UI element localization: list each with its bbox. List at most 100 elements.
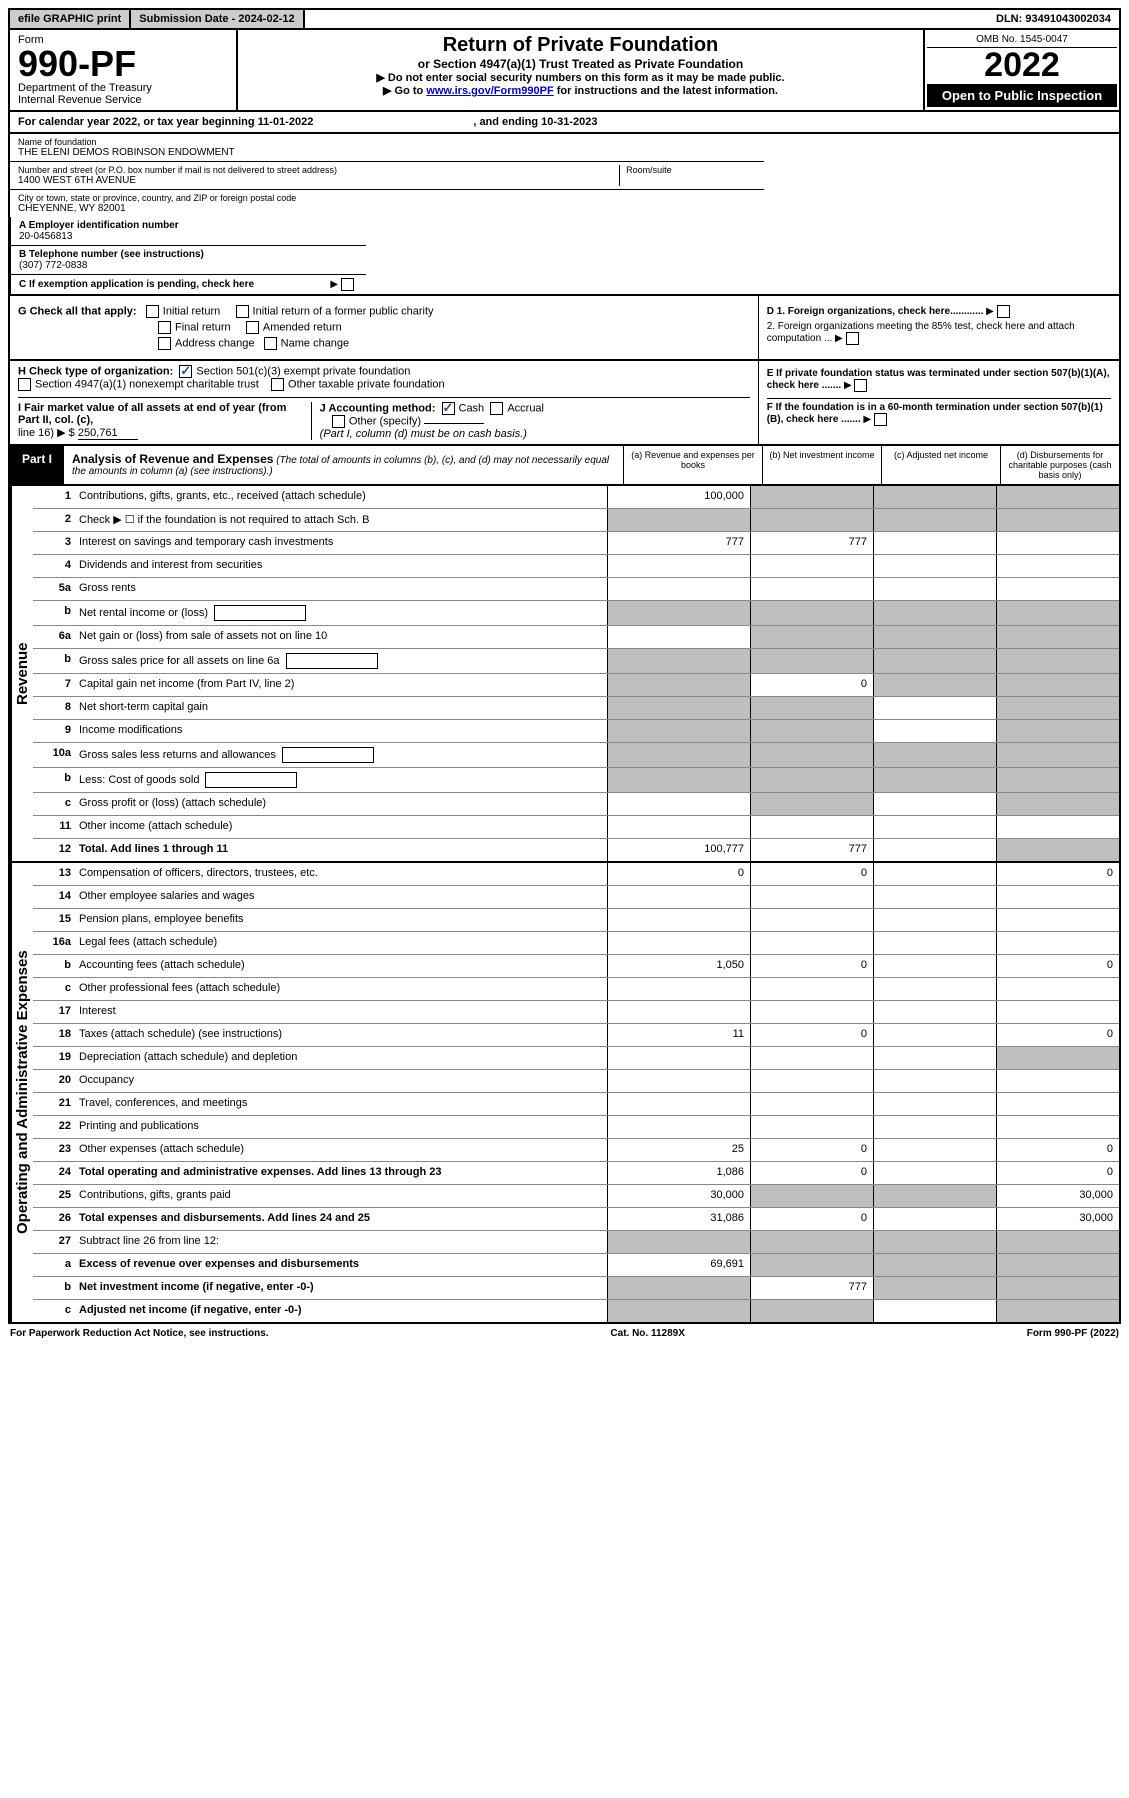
cell-a [607, 909, 750, 931]
cell-a: 11 [607, 1024, 750, 1046]
cell-b: 0 [750, 863, 873, 885]
g-initial-former-checkbox[interactable] [236, 305, 249, 318]
j-accrual-checkbox[interactable] [490, 402, 503, 415]
row-number: 17 [33, 1001, 75, 1023]
cell-a [607, 1070, 750, 1092]
row-label: Check ▶ ☐ if the foundation is not requi… [75, 509, 607, 531]
j-cash-checkbox[interactable] [442, 402, 455, 415]
cell-a: 69,691 [607, 1254, 750, 1276]
cell-b [750, 886, 873, 908]
table-row: 3Interest on savings and temporary cash … [33, 532, 1119, 555]
cell-b: 0 [750, 1024, 873, 1046]
col-a-header: (a) Revenue and expenses per books [623, 446, 762, 484]
d1-checkbox[interactable] [997, 305, 1010, 318]
row-label: Total. Add lines 1 through 11 [75, 839, 607, 861]
c-checkbox[interactable] [341, 278, 354, 291]
col-d-header: (d) Disbursements for charitable purpose… [1000, 446, 1119, 484]
h-other-checkbox[interactable] [271, 378, 284, 391]
row-number: b [33, 768, 75, 792]
d2-label: 2. Foreign organizations meeting the 85%… [767, 321, 1075, 344]
row-label: Compensation of officers, directors, tru… [75, 863, 607, 885]
row-number: 22 [33, 1116, 75, 1138]
cell-a: 100,777 [607, 839, 750, 861]
cell-b [750, 649, 873, 673]
row-number: b [33, 601, 75, 625]
cell-a [607, 793, 750, 815]
table-row: 24Total operating and administrative exp… [33, 1162, 1119, 1185]
d2-checkbox[interactable] [846, 332, 859, 345]
h-4947-checkbox[interactable] [18, 378, 31, 391]
cell-d [996, 1116, 1119, 1138]
cell-a [607, 1231, 750, 1253]
h-501c3-checkbox[interactable] [179, 365, 192, 378]
g-address-checkbox[interactable] [158, 337, 171, 350]
form-number: 990-PF [18, 46, 228, 82]
cell-a [607, 1047, 750, 1069]
d1-label: D 1. Foreign organizations, check here..… [767, 306, 984, 317]
cell-c [873, 839, 996, 861]
row-label: Excess of revenue over expenses and disb… [75, 1254, 607, 1276]
cell-d [996, 509, 1119, 531]
cell-b: 777 [750, 532, 873, 554]
row-label: Other expenses (attach schedule) [75, 1139, 607, 1161]
g-label: G Check all that apply: [18, 305, 137, 317]
cell-a: 100,000 [607, 486, 750, 508]
table-row: 21Travel, conferences, and meetings [33, 1093, 1119, 1116]
table-row: 20Occupancy [33, 1070, 1119, 1093]
table-row: 17Interest [33, 1001, 1119, 1024]
f-checkbox[interactable] [874, 413, 887, 426]
j-label: J Accounting method: [320, 402, 436, 414]
cell-a: 1,050 [607, 955, 750, 977]
cell-a: 30,000 [607, 1185, 750, 1207]
j-other-checkbox[interactable] [332, 415, 345, 428]
cell-a [607, 1001, 750, 1023]
cell-d [996, 1001, 1119, 1023]
e-label: E If private foundation status was termi… [767, 368, 1110, 391]
top-bar: efile GRAPHIC print Submission Date - 20… [8, 8, 1121, 30]
table-row: 5aGross rents [33, 578, 1119, 601]
cell-a [607, 1116, 750, 1138]
revenue-section: Revenue 1Contributions, gifts, grants, e… [8, 486, 1121, 863]
table-row: 26Total expenses and disbursements. Add … [33, 1208, 1119, 1231]
cell-a [607, 578, 750, 600]
cell-a [607, 886, 750, 908]
cell-d [996, 743, 1119, 767]
g-amended-checkbox[interactable] [246, 321, 259, 334]
cell-b [750, 932, 873, 954]
table-row: 13Compensation of officers, directors, t… [33, 863, 1119, 886]
cell-d [996, 1254, 1119, 1276]
cell-d [996, 1231, 1119, 1253]
cell-b [750, 697, 873, 719]
cell-d: 30,000 [996, 1185, 1119, 1207]
calendar-year-row: For calendar year 2022, or tax year begi… [8, 112, 1121, 134]
cell-c [873, 816, 996, 838]
e-checkbox[interactable] [854, 379, 867, 392]
cell-c [873, 1024, 996, 1046]
g-name-checkbox[interactable] [264, 337, 277, 350]
revenue-side-label: Revenue [10, 486, 33, 861]
g-final-checkbox[interactable] [158, 321, 171, 334]
irs-link[interactable]: www.irs.gov/Form990PF [426, 85, 553, 97]
check-section-g: G Check all that apply: Initial return I… [8, 296, 1121, 361]
street-address: 1400 WEST 6TH AVENUE [18, 175, 619, 186]
cell-b: 777 [750, 1277, 873, 1299]
foundation-name: THE ELENI DEMOS ROBINSON ENDOWMENT [18, 147, 756, 158]
cell-a [607, 768, 750, 792]
cell-d [996, 932, 1119, 954]
cell-c [873, 909, 996, 931]
cell-a [607, 720, 750, 742]
cell-d [996, 909, 1119, 931]
cell-c [873, 932, 996, 954]
cell-a [607, 697, 750, 719]
row-label: Net short-term capital gain [75, 697, 607, 719]
cell-a [607, 601, 750, 625]
efile-print-button[interactable]: efile GRAPHIC print [10, 10, 131, 28]
table-row: 8Net short-term capital gain [33, 697, 1119, 720]
cell-d: 0 [996, 955, 1119, 977]
row-label: Capital gain net income (from Part IV, l… [75, 674, 607, 696]
g-initial-checkbox[interactable] [146, 305, 159, 318]
cell-c [873, 509, 996, 531]
row-label: Interest on savings and temporary cash i… [75, 532, 607, 554]
row-number: 5a [33, 578, 75, 600]
table-row: 1Contributions, gifts, grants, etc., rec… [33, 486, 1119, 509]
